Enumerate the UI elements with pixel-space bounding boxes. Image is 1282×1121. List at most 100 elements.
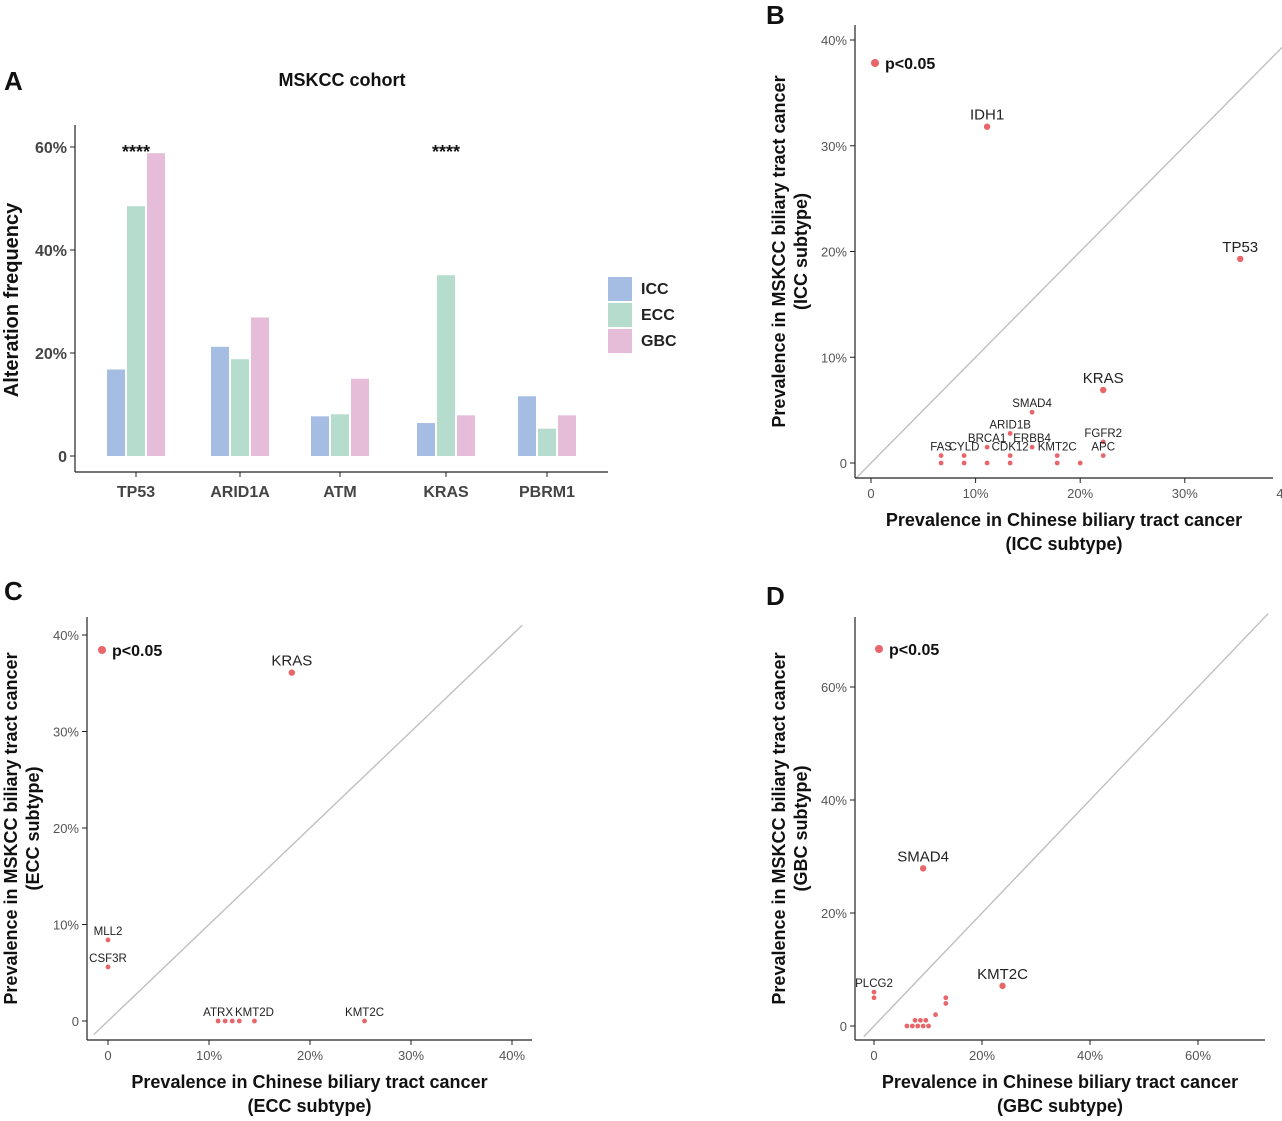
chart-c-point [236,1018,242,1024]
legend-swatch-ecc [608,303,632,327]
chart-c-point-label: KRAS [271,653,312,670]
chart-b-point-erbb4 [1029,444,1035,450]
chart-c-ylabel-sub: (ECC subtype) [23,766,43,890]
chart-c-y-tick-label: 0 [72,1014,79,1029]
chart-b-point-tp53 [1237,255,1244,263]
chart-b-y-tick-label: 0 [840,456,847,471]
chart-c-point [229,1018,235,1024]
chart-b-point-kmt2c [1054,453,1060,458]
chart-b-point-label: CYLD [949,442,980,454]
chart-b-point-cyld [961,453,967,458]
chart-a-x-tick-label: TP53 [117,484,155,501]
chart-c-point-atrx [215,1018,221,1024]
chart-d-point-label: SMAD4 [897,848,949,865]
panel-a-bar-chart: MSKCC cohort Alteration frequency **** **… [1,70,677,501]
chart-d-x-tick-label: 60% [1185,1048,1211,1063]
chart-b-point-label: TP53 [1222,239,1258,256]
chart-d-point [909,1023,915,1029]
chart-b-x-tick-label: 20% [1067,486,1093,501]
chart-b-point-label: ARID1B [989,419,1031,431]
chart-d-point-smad4 [919,865,927,872]
panel-letter-b: B [766,0,785,30]
chart-c-xlabel-sub: (ECC subtype) [247,1096,371,1116]
bar-ecc-atm [331,414,349,456]
chart-c-point-kras [288,669,296,676]
chart-b-point [1007,460,1013,466]
chart-c-y-tick-label: 30% [53,725,79,740]
chart-d-x-tick-label: 0 [870,1048,877,1063]
chart-b-point [984,460,990,466]
chart-b-point-label: IDH1 [970,107,1004,124]
chart-d-point [943,1001,949,1006]
legend-swatch-icc [608,277,632,301]
panel-letter-a: A [4,66,23,96]
chart-b-point-cdk12 [1007,453,1013,458]
chart-b-y-tick-label: 20% [821,245,847,260]
chart-b-point-fgfr2 [1100,439,1106,445]
chart-d-point [920,1023,926,1029]
chart-c-legend-text: p<0.05 [112,643,162,660]
chart-c-x-tick-label: 40% [499,1048,525,1063]
chart-c-x-tick-label: 10% [196,1048,222,1063]
chart-a-title: MSKCC cohort [279,70,406,90]
chart-b-point-label: KRAS [1083,370,1124,387]
chart-b-point [1077,460,1083,466]
chart-c-y-tick-label: 40% [53,628,79,643]
chart-d-y-tick-label: 60% [821,680,847,695]
bar-gbc-kras [457,415,475,456]
chart-a-ylabel: Alteration frequency [1,202,23,397]
chart-b-ylabel-sub: (ICC subtype) [791,193,811,310]
chart-d-point [904,1023,910,1029]
chart-b-y-tick-label: 40% [821,33,847,48]
chart-c-point-label: KMT2D [235,1007,274,1019]
bar-ecc-pbrm1 [538,428,556,456]
chart-d-y-tick-label: 0 [840,1019,847,1034]
bar-gbc-arid1a [251,317,269,456]
panel-letter-c: C [4,576,23,606]
chart-b-point [938,460,944,466]
chart-d-diagonal [863,613,1269,1038]
chart-d-legend-marker [875,645,883,653]
chart-c-y-tick-label: 10% [53,918,79,933]
bar-ecc-kras [437,275,455,456]
legend-swatch-gbc [608,329,632,353]
chart-c-point-label: ATRX [203,1007,233,1019]
chart-b-xlabel-sub: (ICC subtype) [1006,534,1123,554]
bar-icc-tp53 [107,369,125,456]
chart-d-point [926,1023,931,1029]
chart-d-point [918,1017,923,1023]
chart-a-x-tick-label: PBRM1 [519,484,575,501]
chart-b-point-apc [1100,453,1106,458]
legend-label-icc: ICC [641,281,669,298]
chart-c-ylabel: Prevalence in MSKCC biliary tract cancer [1,652,21,1004]
chart-a-y-tick-label: 20% [35,346,67,363]
chart-b-x-tick-label: 30% [1172,486,1198,501]
chart-a-x-tick-label: KRAS [423,484,469,501]
panel-c-scatter: 0 10% 20% 30% 40% 0 10% 20% 30% 40% Prevalence in … [1,617,532,1116]
chart-b-y-tick-label: 10% [821,350,847,365]
chart-b-diagonal [855,46,1282,479]
bar-icc-kras [417,423,435,456]
chart-d-point [915,1023,921,1029]
chart-c-point-label: MLL2 [94,926,123,938]
panel-d-scatter: 0 20% 40% 60% 0 20% 40% 60% Prevalence in Chines… [769,613,1269,1116]
chart-c-point [222,1018,228,1024]
chart-d-legend-text: p<0.05 [889,642,939,659]
chart-b-x-tick-label: 0 [867,486,874,501]
chart-c-point-label: CSF3R [89,953,127,965]
chart-a-significance: **** [122,142,150,162]
chart-b-point [961,460,967,466]
chart-b-point-idh1 [983,123,991,130]
chart-a-y-tick-label: 60% [35,140,67,157]
chart-b-y-tick-label: 30% [821,139,847,154]
chart-d-point-label: KMT2C [977,966,1028,983]
chart-b-point-label: SMAD4 [1012,398,1052,410]
chart-b-point-brca1 [984,444,990,450]
chart-d-point-kmt2c [999,982,1006,990]
chart-b-point-kras [1100,386,1107,394]
bar-ecc-arid1a [231,359,249,456]
chart-d-x-tick-label: 20% [969,1048,995,1063]
chart-b-point-label: ERBB4 [1013,433,1051,445]
chart-d-point-label: PLCG2 [855,978,893,990]
chart-d-point [912,1017,918,1023]
